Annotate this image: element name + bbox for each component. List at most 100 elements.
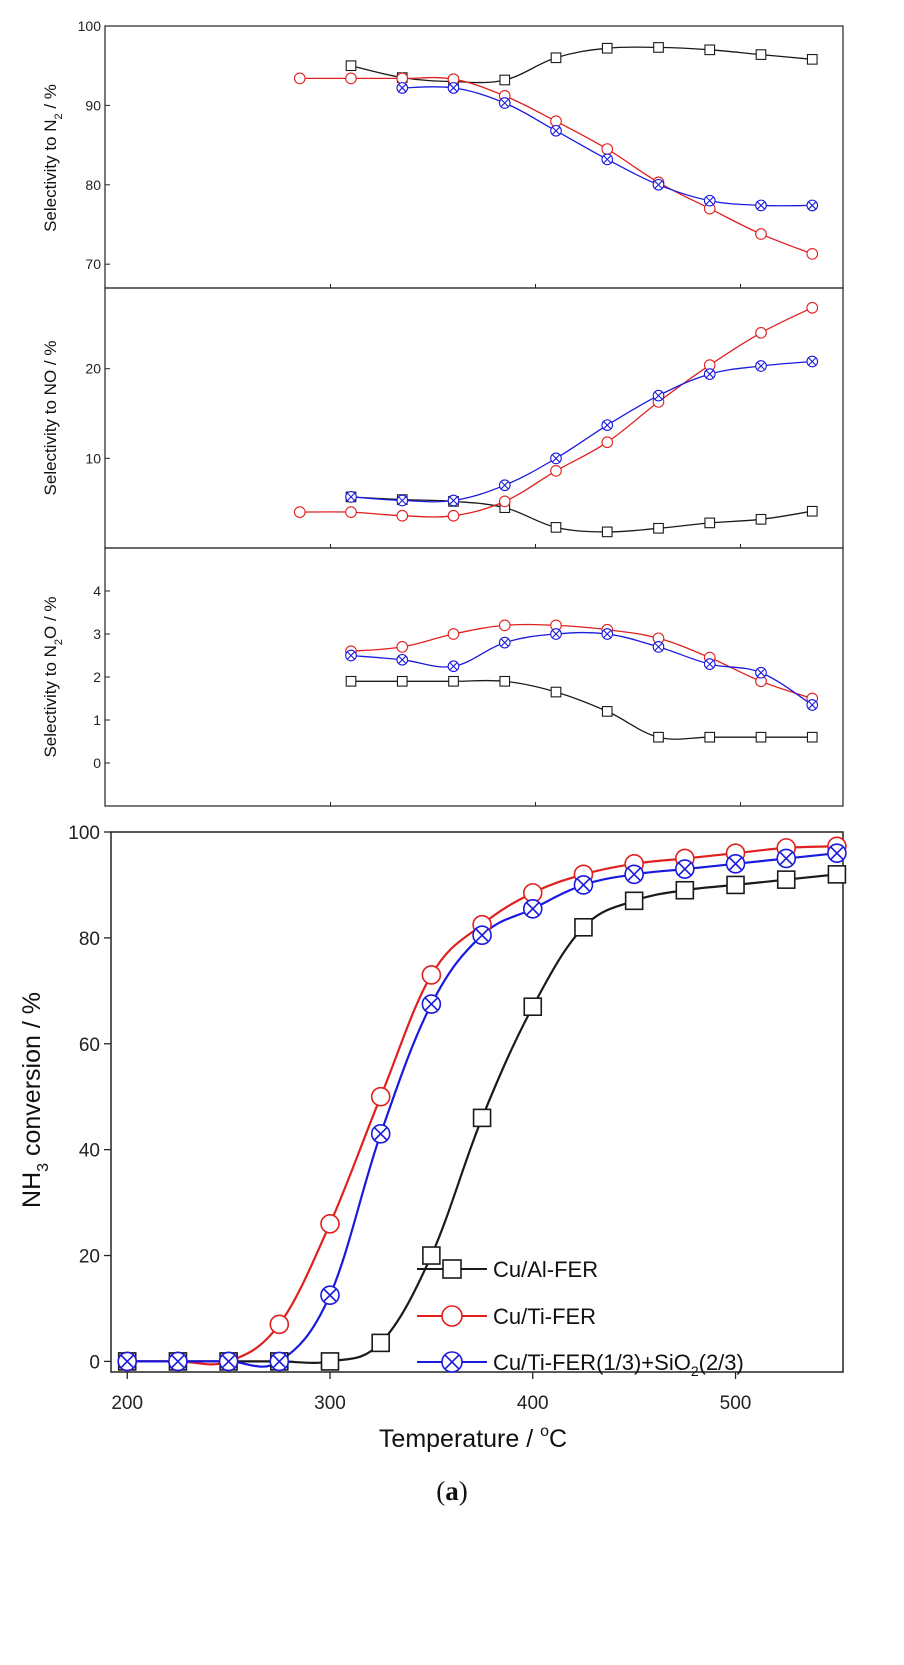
point-n2o-cu-ti-fer-1-3-sio2-2-3-360 — [447, 660, 460, 673]
ytick-label-nh3-80: 80 — [79, 929, 100, 950]
line-no-cu-ti-fer-1-3-sio2-2-3 — [350, 360, 813, 503]
point-nh3-cu-al-fer-325 — [371, 1333, 390, 1353]
point-n2o-cu-al-fer-535 — [806, 731, 818, 743]
legend-marker-cu-al-fer — [442, 1259, 462, 1279]
point-n2-cu-al-fer-510 — [755, 49, 767, 60]
point-n2-cu-al-fer-410 — [550, 52, 562, 64]
point-n2-cu-al-fer-535 — [806, 53, 818, 65]
point-no-cu-ti-fer-1-3-sio2-2-3-460 — [652, 389, 665, 402]
ytick-label-nh3-0: 0 — [89, 1352, 100, 1373]
panel-n2-frame — [104, 25, 844, 289]
point-nh3-cu-ti-fer-1-3-sio2-2-3-250 — [218, 1351, 239, 1372]
legend-marker-cu-ti-fer — [441, 1305, 463, 1327]
point-n2-cu-ti-fer-1-3-sio2-2-3-510 — [755, 199, 767, 212]
point-n2o-cu-al-fer-310 — [345, 675, 357, 687]
point-n2o-cu-ti-fer-1-3-sio2-2-3-535 — [806, 699, 819, 711]
point-n2-cu-ti-fer-1-3-sio2-2-3-485 — [703, 194, 716, 207]
ytick-label-nh3-60: 60 — [79, 1035, 100, 1056]
point-n2-cu-al-fer-435 — [601, 42, 613, 54]
legend-label-cu-al-fer: Cu/Al-FER — [493, 1257, 598, 1282]
point-no-cu-ti-fer-435 — [601, 436, 614, 449]
point-no-cu-ti-fer-535 — [806, 301, 819, 314]
point-no-cu-ti-fer-285 — [293, 506, 306, 518]
line-nh3-cu-ti-fer — [127, 845, 837, 1366]
point-n2-cu-ti-fer-285 — [293, 72, 306, 85]
point-nh3-cu-al-fer-350 — [422, 1246, 441, 1265]
line-n2o-cu-ti-fer — [350, 623, 813, 700]
line-n2-cu-ti-fer — [299, 76, 813, 255]
point-n2-cu-ti-fer-1-3-sio2-2-3-385 — [498, 97, 511, 109]
ytick-label-n2-100: 100 — [78, 18, 102, 34]
point-n2o-cu-al-fer-360 — [448, 675, 459, 687]
point-no-cu-ti-fer-1-3-sio2-2-3-335 — [396, 494, 409, 507]
point-n2-cu-ti-fer-1-3-sio2-2-3-335 — [396, 82, 409, 94]
panel-no-frame — [104, 287, 844, 549]
point-nh3-cu-ti-fer-1-3-sio2-2-3-500 — [725, 853, 746, 874]
ytick-label-n2-70: 70 — [85, 256, 101, 272]
legend-label-cu-ti-fer-sio2: Cu/Ti-FER(1/3)+SiO2(2/3) — [493, 1350, 744, 1379]
point-n2o-cu-ti-fer-1-3-sio2-2-3-310 — [345, 649, 357, 662]
ytick-label-n2o-4: 4 — [93, 583, 101, 599]
point-nh3-cu-al-fer-400 — [523, 997, 543, 1017]
point-n2-cu-ti-fer-1-3-sio2-2-3-360 — [447, 82, 460, 94]
point-no-cu-al-fer-410 — [550, 522, 562, 533]
line-no-cu-al-fer — [350, 496, 813, 533]
ytick-label-no-20: 20 — [85, 361, 101, 377]
line-no-cu-ti-fer — [299, 307, 813, 518]
point-no-cu-al-fer-535 — [806, 505, 818, 517]
point-n2-cu-ti-fer-1-3-sio2-2-3-435 — [601, 153, 614, 166]
ylabel-nh3: NH3 conversion / % — [18, 992, 52, 1208]
series-lines-layer — [127, 46, 838, 1368]
point-nh3-cu-ti-fer-1-3-sio2-2-3-200 — [117, 1351, 138, 1372]
series-markers-layer — [117, 42, 847, 1372]
point-n2o-cu-ti-fer-385 — [498, 619, 511, 632]
point-nh3-cu-ti-fer-350 — [421, 965, 442, 985]
xtick-label-nh3-400: 400 — [517, 1393, 549, 1414]
point-n2-cu-al-fer-460 — [653, 42, 664, 53]
point-n2-cu-ti-fer-535 — [806, 248, 819, 260]
point-no-cu-ti-fer-510 — [755, 326, 767, 339]
point-no-cu-ti-fer-335 — [396, 509, 409, 522]
point-no-cu-ti-fer-410 — [550, 465, 562, 477]
point-no-cu-ti-fer-1-3-sio2-2-3-435 — [601, 419, 614, 432]
ytick-label-n2-90: 90 — [85, 97, 101, 113]
ytick-label-n2o-3: 3 — [93, 626, 101, 642]
point-n2-cu-ti-fer-1-3-sio2-2-3-535 — [806, 199, 819, 212]
point-n2o-cu-ti-fer-1-3-sio2-2-3-385 — [498, 636, 511, 649]
point-nh3-cu-al-fer-425 — [574, 917, 593, 937]
ytick-label-nh3-100: 100 — [68, 823, 100, 844]
legend-marker-cu-ti-fer-sio2 — [441, 1351, 463, 1373]
point-nh3-cu-ti-fer-1-3-sio2-2-3-225 — [168, 1351, 188, 1372]
point-no-cu-al-fer-510 — [755, 513, 767, 525]
line-n2-cu-al-fer — [350, 46, 813, 84]
point-nh3-cu-al-fer-450 — [624, 891, 644, 911]
ytick-label-n2o-1: 1 — [93, 712, 101, 728]
xlabel-temperature: Temperature / oC — [379, 1423, 567, 1453]
point-n2-cu-ti-fer-1-3-sio2-2-3-460 — [652, 178, 665, 191]
point-no-cu-al-fer-435 — [601, 526, 613, 538]
point-nh3-cu-ti-fer-1-3-sio2-2-3-325 — [370, 1123, 391, 1144]
point-nh3-cu-al-fer-500 — [726, 875, 745, 895]
point-n2-cu-ti-fer-510 — [755, 228, 767, 240]
figure-caption: (a) — [436, 1476, 468, 1506]
xtick-label-nh3-200: 200 — [111, 1393, 143, 1414]
line-n2o-cu-ti-fer-1-3-sio2-2-3 — [350, 631, 813, 706]
point-n2o-cu-al-fer-510 — [755, 731, 767, 743]
point-no-cu-ti-fer-1-3-sio2-2-3-510 — [755, 360, 767, 372]
ytick-label-nh3-20: 20 — [79, 1247, 100, 1268]
ytick-label-no-10: 10 — [85, 450, 101, 466]
point-nh3-cu-ti-fer-1-3-sio2-2-3-375 — [472, 925, 492, 946]
point-nh3-cu-ti-fer-325 — [370, 1086, 391, 1107]
panel-nh3-frame — [110, 831, 844, 1373]
point-nh3-cu-ti-fer-1-3-sio2-2-3-275 — [269, 1351, 290, 1372]
point-no-cu-ti-fer-385 — [498, 495, 511, 508]
point-nh3-cu-ti-fer-1-3-sio2-2-3-425 — [573, 875, 594, 895]
point-nh3-cu-ti-fer-300 — [320, 1213, 340, 1234]
panel-n2o-frame — [104, 547, 844, 807]
legend: Cu/Al-FER Cu/Ti-FER Cu/Ti-FER(1/3)+SiO2(… — [417, 1257, 744, 1379]
point-nh3-cu-al-fer-525 — [776, 870, 796, 889]
point-n2o-cu-al-fer-435 — [601, 706, 613, 717]
point-nh3-cu-ti-fer-1-3-sio2-2-3-550 — [827, 843, 847, 863]
point-no-cu-ti-fer-310 — [345, 506, 357, 518]
